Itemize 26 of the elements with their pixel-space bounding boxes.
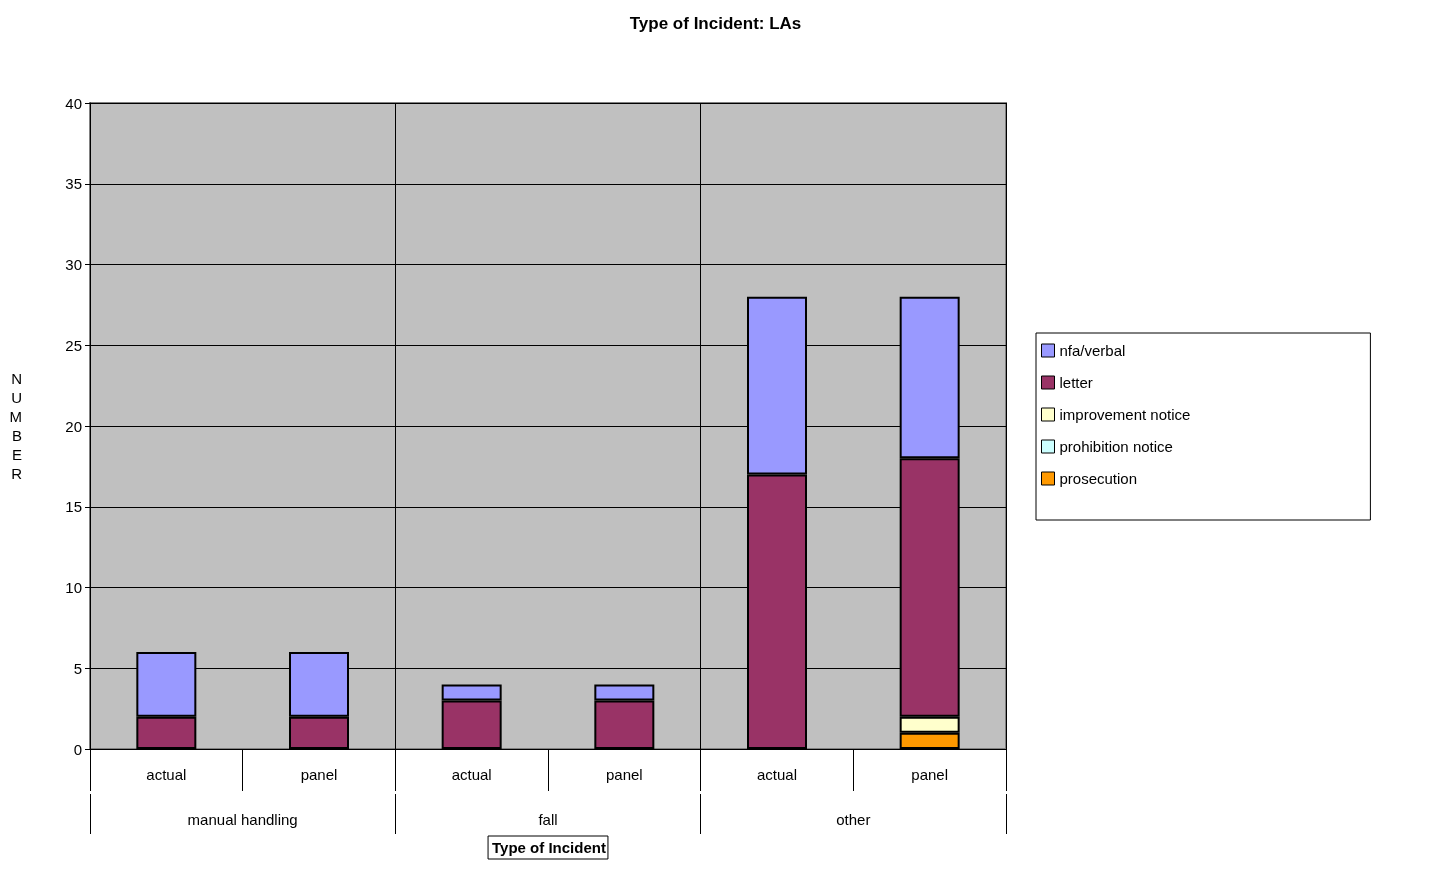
x-tick-label: panel xyxy=(911,766,949,783)
y-tick-label: 40 xyxy=(65,94,82,112)
y-tick-label: 10 xyxy=(65,579,82,596)
y-tick-label: 15 xyxy=(65,498,82,516)
x-tick-label: panel xyxy=(300,766,338,783)
text: other xyxy=(836,811,871,828)
text: fall xyxy=(538,811,558,828)
x-tick-label: panel xyxy=(605,766,643,783)
y-tick-label: 35 xyxy=(65,175,82,193)
legend-label: improvement notice xyxy=(1059,406,1191,423)
y-tick-label: 20 xyxy=(65,417,82,435)
legend-label: prosecution xyxy=(1059,470,1138,487)
text: manual handling xyxy=(187,811,298,828)
x-axis-title: Type of Incident xyxy=(492,839,606,856)
chart-title: Type of Incident: LAs xyxy=(629,14,802,33)
x-tick-label: actual xyxy=(756,766,798,783)
legend-label: nfa/verbal xyxy=(1059,342,1126,359)
y-tick-label: 0 xyxy=(73,740,82,758)
x-tick-label: actual xyxy=(146,766,187,783)
y-tick-label: 25 xyxy=(65,336,82,354)
x-tick-label: actual xyxy=(451,766,492,783)
y-axis-title: NUMBER xyxy=(9,370,23,482)
y-tick-label: 30 xyxy=(65,256,82,273)
legend-label: prohibition notice xyxy=(1059,438,1173,455)
legend-label: letter xyxy=(1059,374,1093,391)
y-tick-label: 5 xyxy=(73,659,82,677)
